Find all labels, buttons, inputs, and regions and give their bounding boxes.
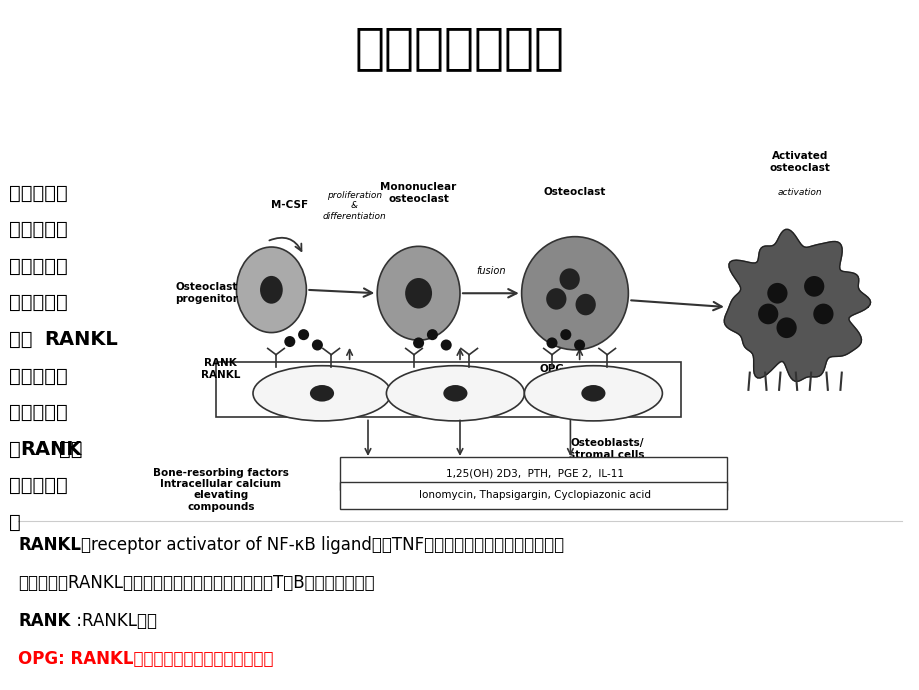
Text: :RANKL受体: :RANKL受体 xyxy=(71,612,156,630)
Text: （receptor activator of NF-κB ligand）：TNF家族成员，起巨噬细胞集落刺激: （receptor activator of NF-κB ligand）：TNF… xyxy=(81,536,564,554)
Ellipse shape xyxy=(284,336,295,347)
Ellipse shape xyxy=(524,366,662,421)
Text: Mononuclear
osteoclast: Mononuclear osteoclast xyxy=(380,182,456,204)
Ellipse shape xyxy=(812,304,833,324)
Polygon shape xyxy=(723,229,869,382)
Text: 因子作用，RANKL在成骨细胞、骨髓基质细胞，以及T和B淋巴细胞中表达: 因子作用，RANKL在成骨细胞、骨髓基质细胞，以及T和B淋巴细胞中表达 xyxy=(18,574,375,592)
Ellipse shape xyxy=(310,385,334,402)
Ellipse shape xyxy=(253,366,391,421)
Text: Osteoclast
progenitor: Osteoclast progenitor xyxy=(176,282,238,304)
Text: Osteoblasts/
stromal cells: Osteoblasts/ stromal cells xyxy=(569,438,644,460)
Text: 赖于: 赖于 xyxy=(9,330,33,349)
Text: 多核的破骨: 多核的破骨 xyxy=(9,257,68,276)
Ellipse shape xyxy=(312,339,323,351)
Text: Intracellular calcium
elevating
compounds: Intracellular calcium elevating compound… xyxy=(160,479,281,512)
Text: fusion: fusion xyxy=(475,266,505,276)
Text: RANK: RANK xyxy=(18,612,71,630)
Ellipse shape xyxy=(546,337,557,348)
Ellipse shape xyxy=(546,288,566,310)
Ellipse shape xyxy=(766,283,787,304)
Text: 1,25(OH) 2D3,  PTH,  PGE 2,  IL-11: 1,25(OH) 2D3, PTH, PGE 2, IL-11 xyxy=(445,469,623,478)
Ellipse shape xyxy=(575,294,596,315)
Text: M-CSF: M-CSF xyxy=(271,201,308,210)
Text: Activated
osteoclast: Activated osteoclast xyxy=(769,151,830,172)
Ellipse shape xyxy=(377,246,460,340)
Text: Osteoclast: Osteoclast xyxy=(543,187,606,197)
Text: RANK: RANK xyxy=(20,440,82,459)
Text: Ionomycin, Thapsigargin, Cyclopiazonic acid: Ionomycin, Thapsigargin, Cyclopiazonic a… xyxy=(418,491,650,500)
Ellipse shape xyxy=(440,339,451,351)
Ellipse shape xyxy=(581,385,605,402)
Ellipse shape xyxy=(260,276,282,304)
FancyBboxPatch shape xyxy=(340,457,726,490)
Ellipse shape xyxy=(573,339,584,351)
Ellipse shape xyxy=(413,337,424,348)
Text: 结合到破骨: 结合到破骨 xyxy=(9,366,68,386)
Text: 细胞主要依: 细胞主要依 xyxy=(9,293,68,313)
Ellipse shape xyxy=(426,329,437,340)
Ellipse shape xyxy=(559,268,579,290)
Ellipse shape xyxy=(560,329,571,340)
Ellipse shape xyxy=(803,276,823,297)
Text: OPG: RANKL的可溶性受体，起抑制信号作用: OPG: RANKL的可溶性受体，起抑制信号作用 xyxy=(18,650,274,668)
Text: 破骨细胞的生成: 破骨细胞的生成 xyxy=(355,24,564,72)
Text: 激活破骨细: 激活破骨细 xyxy=(9,476,68,495)
FancyBboxPatch shape xyxy=(340,482,726,509)
Text: Bone-resorbing factors: Bone-resorbing factors xyxy=(153,469,289,478)
Text: OPG: OPG xyxy=(539,364,564,374)
Text: RANK
RANKL: RANK RANKL xyxy=(201,358,240,380)
Text: proliferation
&
differentiation: proliferation & differentiation xyxy=(322,191,386,221)
Ellipse shape xyxy=(521,237,628,350)
Ellipse shape xyxy=(404,278,432,308)
Ellipse shape xyxy=(776,317,796,338)
Text: 胞: 胞 xyxy=(9,513,21,532)
Ellipse shape xyxy=(236,247,306,333)
FancyBboxPatch shape xyxy=(170,104,887,511)
Text: 前体分化成: 前体分化成 xyxy=(9,220,68,239)
Ellipse shape xyxy=(386,366,524,421)
Ellipse shape xyxy=(757,304,777,324)
Text: RANKL: RANKL xyxy=(18,536,81,554)
Text: 从破骨细胞: 从破骨细胞 xyxy=(9,184,68,203)
Text: 上，: 上， xyxy=(59,440,83,459)
Text: RANKL: RANKL xyxy=(44,330,118,349)
Text: activation: activation xyxy=(777,188,822,197)
Text: 细胞中的受: 细胞中的受 xyxy=(9,403,68,422)
Ellipse shape xyxy=(298,329,309,340)
Ellipse shape xyxy=(443,385,467,402)
Text: 体: 体 xyxy=(9,440,21,459)
